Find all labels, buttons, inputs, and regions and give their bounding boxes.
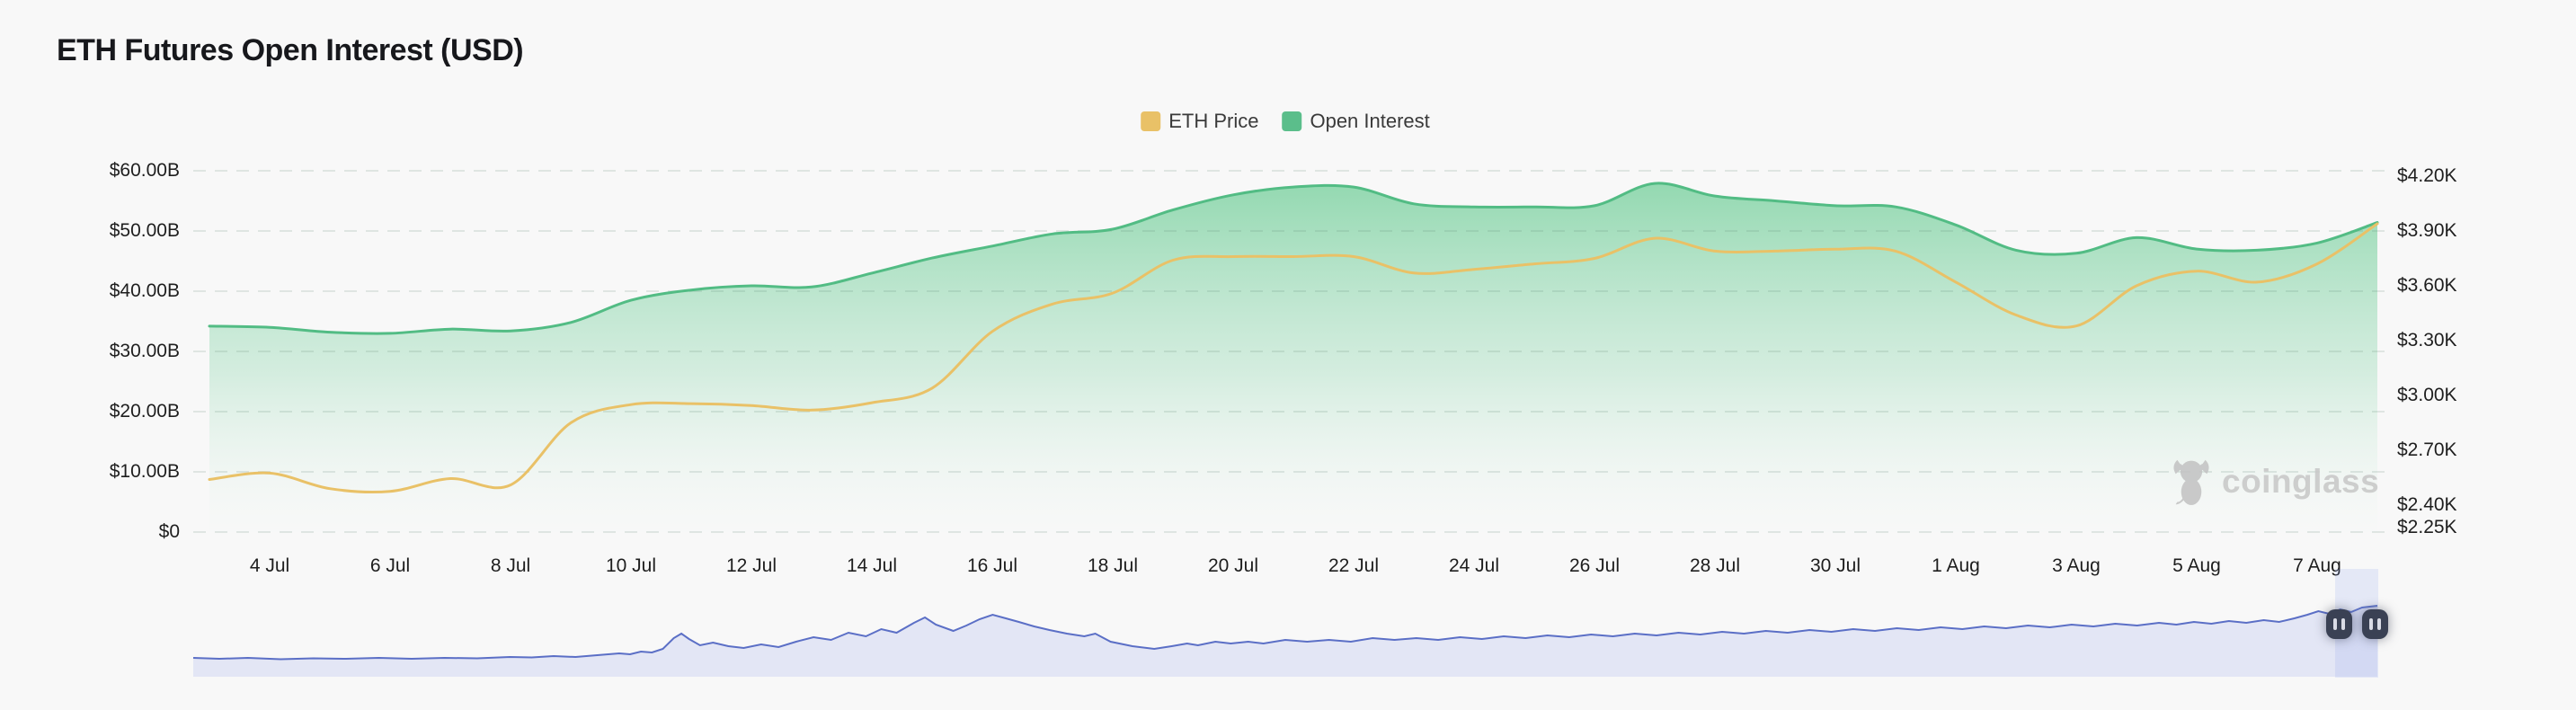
chart-legend: ETH Price Open Interest	[1141, 110, 1430, 133]
axis-tick-label: 14 Jul	[846, 555, 898, 576]
axis-tick-label: $3.60K	[2397, 274, 2457, 296]
open-interest-line	[208, 182, 2379, 335]
axis-tick-label: $3.30K	[2397, 329, 2457, 351]
axis-tick-label: $10.00B	[109, 461, 180, 482]
axis-tick-label: $40.00B	[109, 280, 180, 301]
axis-tick-label: 8 Jul	[490, 555, 531, 576]
legend-item-eth-price[interactable]: ETH Price	[1141, 110, 1258, 133]
navigator-line	[192, 605, 2378, 661]
axis-tick-label: 6 Jul	[369, 555, 411, 576]
open-interest-area	[209, 182, 2377, 533]
axis-tick-label: $60.00B	[109, 160, 180, 181]
pause-bar-icon	[2369, 618, 2373, 630]
axis-tick-label: $30.00B	[109, 341, 180, 361]
axis-tick-label: $0	[158, 521, 180, 542]
axis-tick-label: 18 Jul	[1087, 555, 1139, 576]
axis-tick-label: 24 Jul	[1448, 555, 1500, 576]
legend-item-open-interest[interactable]: Open Interest	[1282, 110, 1430, 133]
pause-bar-icon	[2333, 618, 2337, 630]
axis-tick-label: $2.70K	[2397, 439, 2457, 460]
axis-tick-label: 28 Jul	[1689, 555, 1741, 576]
axis-tick-label: 20 Jul	[1207, 555, 1259, 576]
page-title: ETH Futures Open Interest (USD)	[57, 32, 524, 67]
datazoom-left-handle[interactable]	[2326, 609, 2352, 639]
axis-tick-label: 16 Jul	[966, 555, 1018, 576]
open-interest-swatch-icon	[1282, 111, 1302, 131]
watermark-text: coinglass	[2222, 463, 2380, 500]
axis-tick-label: 10 Jul	[605, 555, 657, 576]
axis-tick-label: $3.00K	[2397, 384, 2457, 405]
axis-tick-label: 26 Jul	[1568, 555, 1621, 576]
axis-tick-label: 30 Jul	[1809, 555, 1861, 576]
axis-tick-label: $20.00B	[109, 401, 180, 422]
axis-tick-label: 5 Aug	[2172, 555, 2221, 576]
pause-bar-icon	[2341, 618, 2345, 630]
axis-tick-label: $50.00B	[109, 220, 180, 241]
navigator-track[interactable]	[193, 582, 2377, 679]
axis-tick-label: 3 Aug	[2052, 555, 2101, 576]
axis-tick-label: 22 Jul	[1328, 555, 1380, 576]
axis-tick-label: 7 Aug	[2293, 555, 2341, 576]
coinglass-bull-icon	[2173, 459, 2209, 505]
legend-label-open-interest: Open Interest	[1310, 110, 1430, 132]
watermark: coinglass	[2168, 457, 2379, 507]
eth-price-line	[208, 222, 2379, 494]
axis-tick-label: $2.25K	[2397, 517, 2457, 537]
datazoom-right-handle[interactable]	[2362, 609, 2388, 639]
axis-tick-label: 12 Jul	[725, 555, 777, 576]
navigator-area	[193, 606, 2377, 677]
axis-tick-label: 4 Jul	[249, 555, 290, 576]
legend-label-eth-price: ETH Price	[1168, 110, 1259, 132]
axis-tick-label: $2.40K	[2397, 493, 2457, 515]
axis-tick-label: $4.20K	[2397, 165, 2457, 186]
pause-bar-icon	[2377, 618, 2381, 630]
eth-price-swatch-icon	[1141, 111, 1161, 131]
axis-tick-label: 1 Aug	[1932, 555, 1980, 576]
axis-tick-label: $3.90K	[2397, 219, 2457, 241]
